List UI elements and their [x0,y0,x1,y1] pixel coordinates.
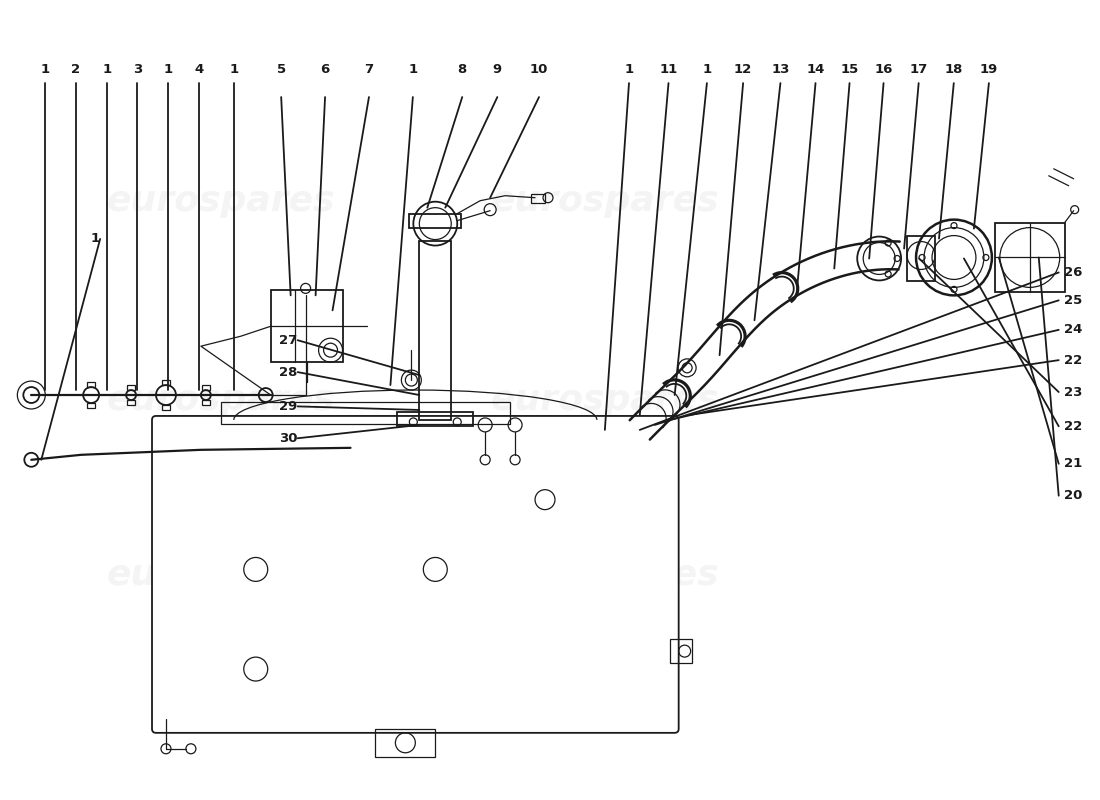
Bar [908,235,935,282]
Bar [202,385,210,390]
Bar [202,400,210,405]
Text: 1: 1 [702,62,712,76]
Text: 22: 22 [1064,420,1082,433]
Bar [531,194,544,202]
Text: 1: 1 [102,62,111,76]
Text: 19: 19 [980,62,998,76]
Bar [87,403,96,408]
Bar [87,382,96,387]
Text: eurospares: eurospares [491,383,719,417]
Bar [128,385,135,390]
Text: 24: 24 [1064,323,1082,336]
Text: 1: 1 [230,62,239,76]
Text: 4: 4 [195,62,204,76]
Text: eurospares: eurospares [491,558,719,592]
Text: 6: 6 [320,62,330,76]
Bar [162,380,170,385]
Text: 3: 3 [133,62,142,76]
Text: 23: 23 [1064,386,1082,398]
Text: eurospares: eurospares [491,184,719,218]
Text: 10: 10 [530,62,548,76]
Text: 8: 8 [458,62,466,76]
Bar [375,729,436,757]
Bar [409,214,461,228]
Text: 7: 7 [364,62,374,76]
Text: 1: 1 [91,233,100,246]
Text: 12: 12 [734,62,752,76]
Text: 25: 25 [1064,294,1082,307]
FancyBboxPatch shape [152,416,679,733]
Text: 28: 28 [279,366,298,378]
Text: 1: 1 [164,62,173,76]
Text: 15: 15 [840,62,859,76]
Text: 17: 17 [910,62,927,76]
Text: 21: 21 [1064,458,1082,470]
Text: eurospares: eurospares [107,184,336,218]
Text: 1: 1 [408,62,417,76]
Text: 2: 2 [72,62,80,76]
Text: 1: 1 [625,62,634,76]
Text: 26: 26 [1064,266,1082,279]
Bar [271,290,342,362]
Text: 14: 14 [806,62,825,76]
Text: 29: 29 [279,400,298,413]
Text: 20: 20 [1064,489,1082,502]
Text: 30: 30 [279,432,298,445]
Text: 9: 9 [493,62,502,76]
Bar [397,412,473,426]
Bar [162,405,170,410]
Bar [994,222,1065,292]
Text: 22: 22 [1064,354,1082,366]
Text: 1: 1 [41,62,50,76]
Text: eurospares: eurospares [107,558,336,592]
Text: 5: 5 [276,62,286,76]
Text: eurospares: eurospares [107,383,336,417]
Text: 13: 13 [771,62,790,76]
Bar [221,402,510,424]
Text: 27: 27 [279,334,298,346]
Text: 11: 11 [659,62,678,76]
Bar [128,400,135,405]
Text: 18: 18 [945,62,962,76]
Text: 16: 16 [874,62,893,76]
Bar [670,639,692,663]
Bar [419,241,451,420]
